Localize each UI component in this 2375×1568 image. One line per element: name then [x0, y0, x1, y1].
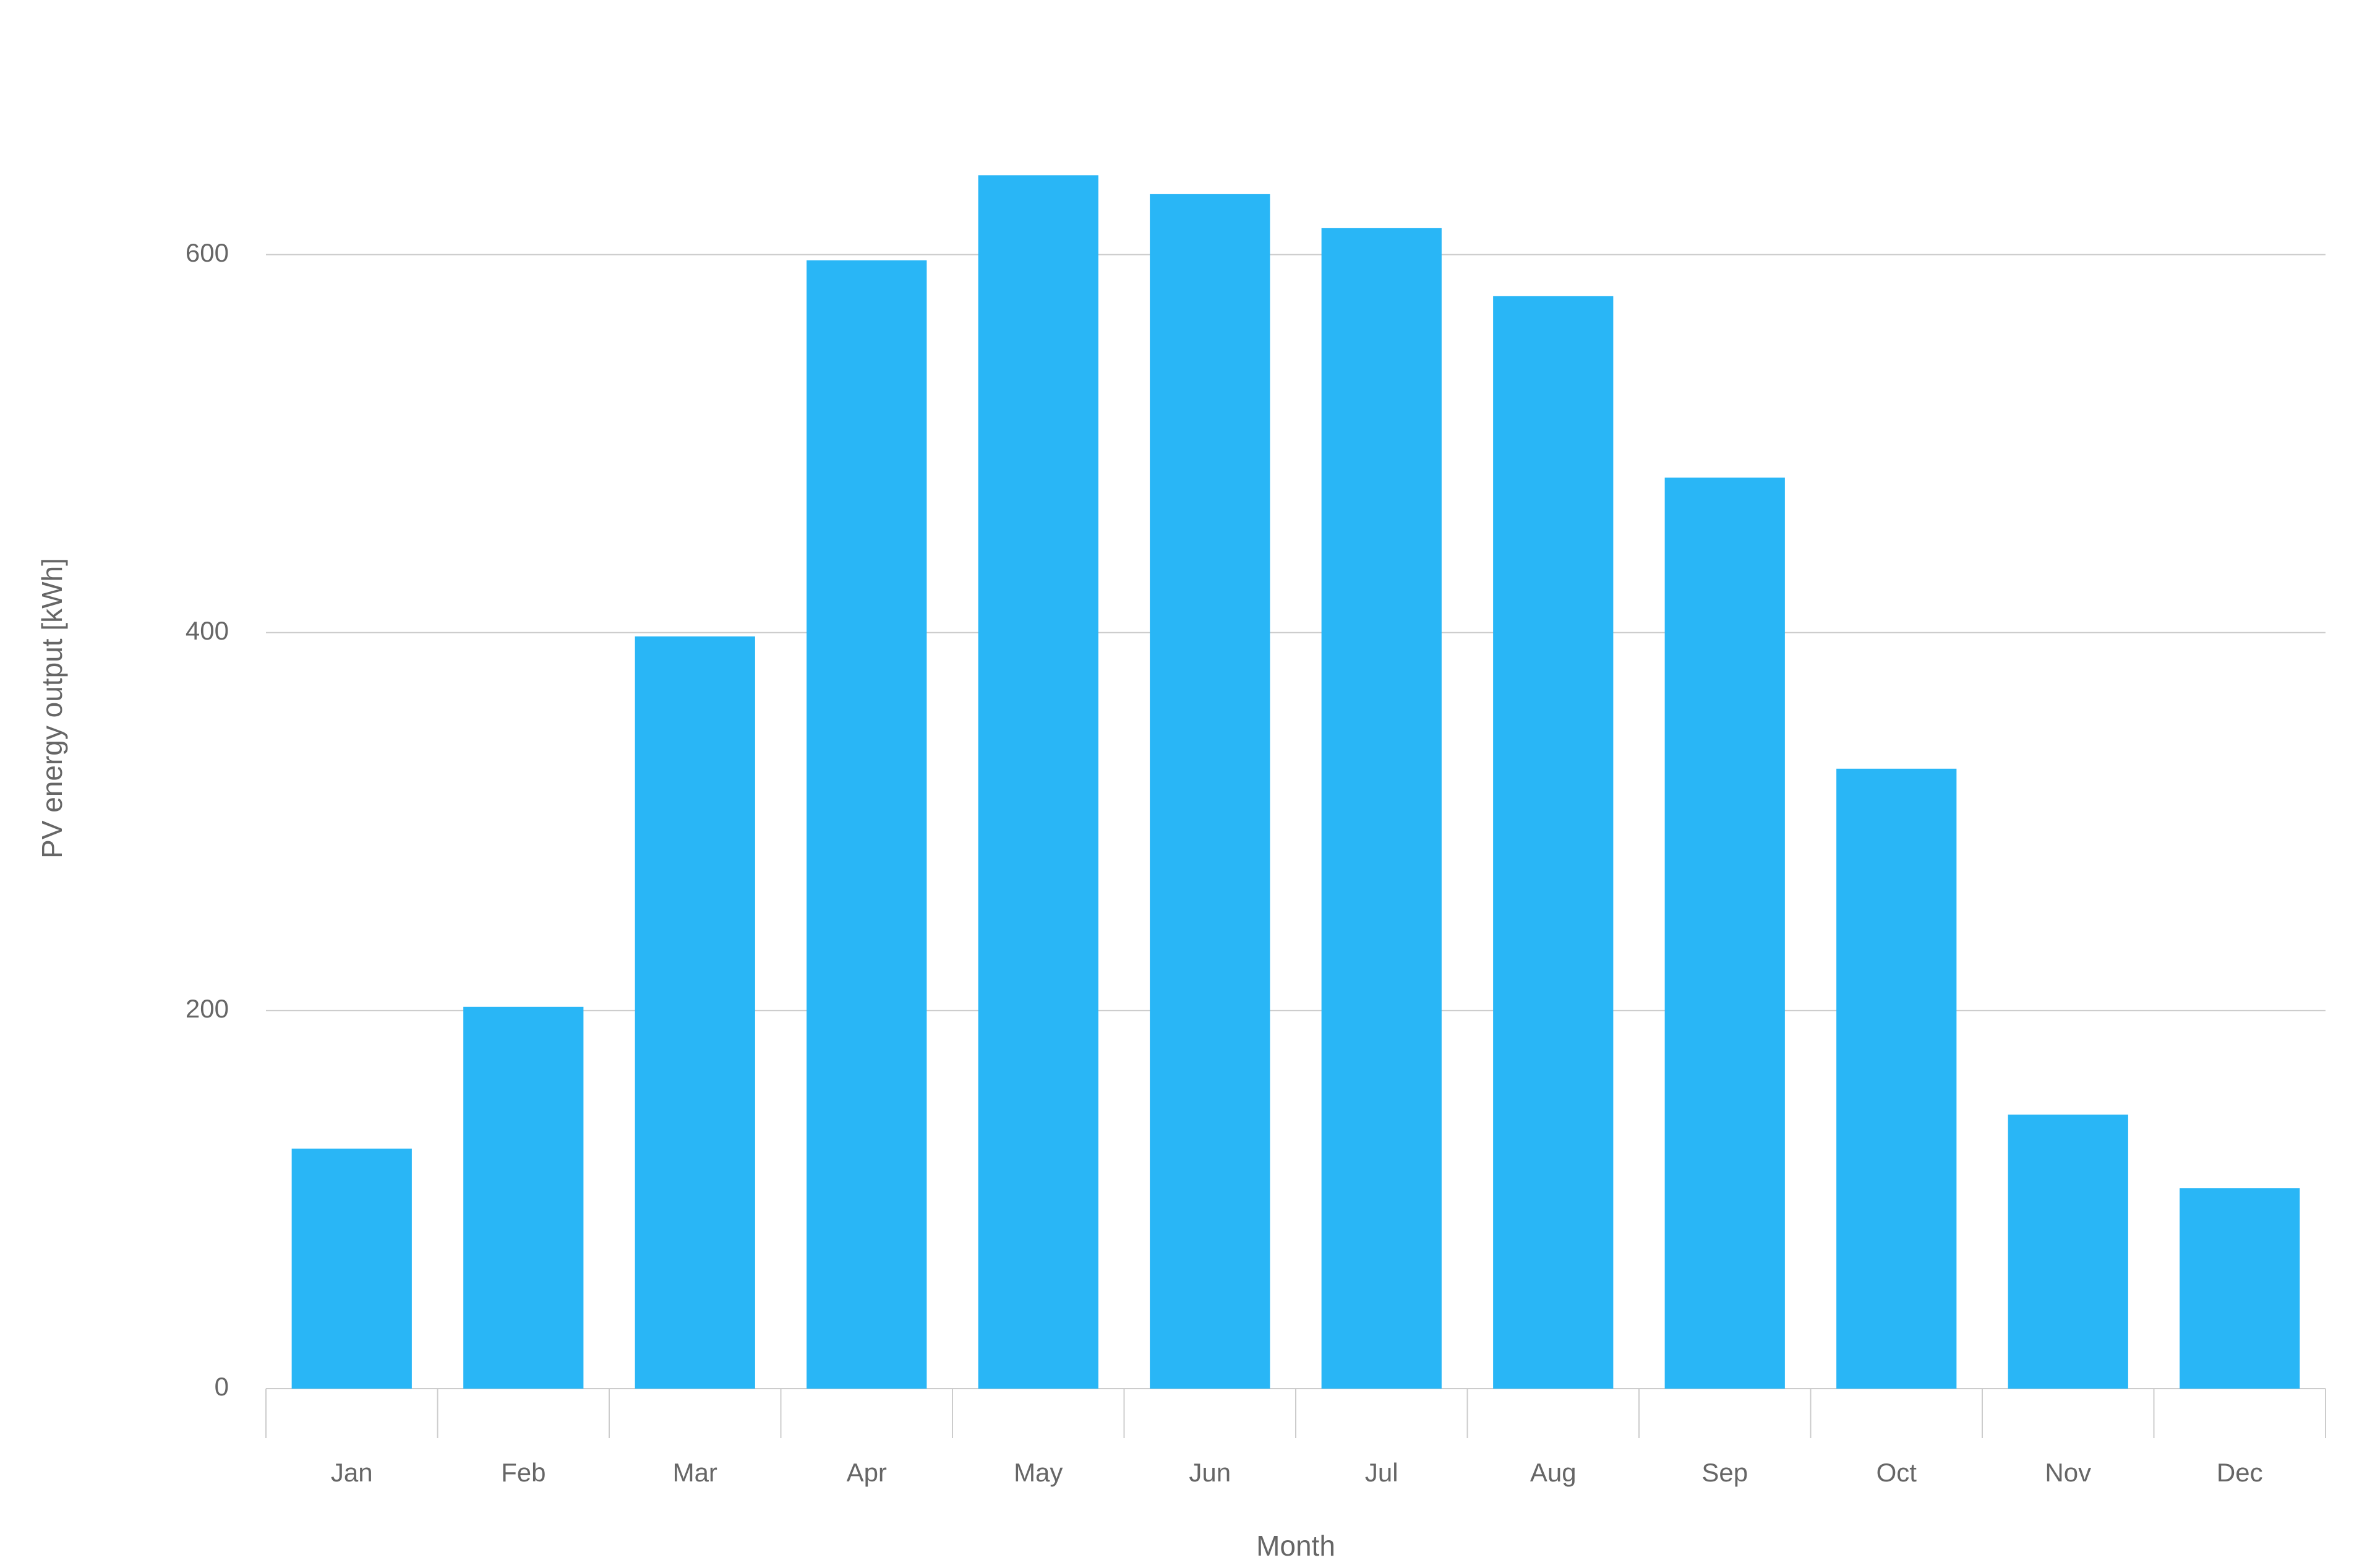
x-tick-label: Sep [1701, 1458, 1748, 1487]
pv-energy-chart: 0 200 400 600 Jan Feb Mar Apr May Jun Jul Aug Sep Oct… [0, 0, 2375, 1568]
x-tick-label: Nov [2045, 1458, 2091, 1487]
x-tick-label: Jun [1189, 1458, 1231, 1487]
bar-jan[interactable] [292, 1149, 412, 1389]
chart-svg: 0 200 400 600 Jan Feb Mar Apr May Jun Jul Aug Sep Oct… [0, 0, 2375, 1568]
bar-oct[interactable] [1836, 769, 1956, 1389]
bar-apr[interactable] [807, 260, 926, 1389]
x-tick-label: Jan [331, 1458, 373, 1487]
x-tick-label: Oct [1876, 1458, 1917, 1487]
x-tick-label: Dec [2217, 1458, 2263, 1487]
x-tick-label: Apr [847, 1458, 887, 1487]
bar-may[interactable] [978, 175, 1098, 1389]
x-tick-label: Feb [501, 1458, 546, 1487]
x-tick-label: Jul [1365, 1458, 1398, 1487]
y-tick-label: 0 [215, 1372, 229, 1401]
x-tick-label: May [1014, 1458, 1063, 1487]
y-axis-title: PV energy output [kWh] [36, 558, 68, 859]
bar-sep[interactable] [1665, 478, 1785, 1389]
bar-dec[interactable] [2180, 1188, 2300, 1389]
y-tick-label: 600 [186, 238, 229, 267]
bar-nov[interactable] [2008, 1115, 2128, 1389]
bar-feb[interactable] [463, 1007, 583, 1389]
x-tick-label: Aug [1530, 1458, 1577, 1487]
bar-aug[interactable] [1493, 296, 1613, 1389]
x-tick-label: Mar [673, 1458, 717, 1487]
x-axis-title: Month [1256, 1530, 1335, 1562]
y-tick-label: 200 [186, 994, 229, 1023]
y-tick-label: 400 [186, 616, 229, 645]
bar-mar[interactable] [635, 636, 755, 1389]
bar-jun[interactable] [1150, 194, 1270, 1389]
bar-jul[interactable] [1322, 228, 1442, 1389]
